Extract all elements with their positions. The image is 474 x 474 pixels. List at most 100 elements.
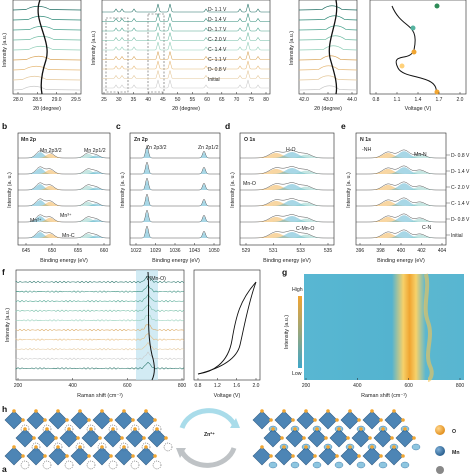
x-tick-label: 535 xyxy=(324,248,333,254)
oxygen-atom xyxy=(109,454,113,458)
x-tick-label: 28.5 xyxy=(32,97,42,103)
x-tick-label: 531 xyxy=(269,248,278,254)
xps-spectrum xyxy=(18,166,110,175)
vacancy-site xyxy=(20,424,30,434)
fit-component xyxy=(198,200,210,206)
diffraction-curve xyxy=(12,75,82,81)
oxygen-atom xyxy=(109,418,113,422)
fit-component xyxy=(249,216,303,222)
diffraction-curve xyxy=(298,85,358,91)
diffraction-curve xyxy=(298,75,358,81)
diffraction-curve xyxy=(12,35,82,41)
fit-component xyxy=(23,200,56,206)
panel-top-3: 42.0 43.0 44.0 2θ (degree) Intensity (a.u.… xyxy=(289,0,358,112)
x-axis-label: Raman shift (cm⁻¹) xyxy=(77,393,123,399)
oxygen-atom xyxy=(412,436,416,440)
oxygen-atom xyxy=(56,409,60,413)
mn-octahedron xyxy=(103,428,123,448)
vacancy-site xyxy=(64,460,74,470)
fit-component xyxy=(265,168,319,174)
zn-ion xyxy=(378,461,388,469)
oxygen-atom xyxy=(260,445,264,449)
x-axis-label: Binding energy (eV) xyxy=(263,258,311,264)
oxygen-atom xyxy=(368,436,372,440)
fit-component xyxy=(249,232,303,238)
oxygen-atom xyxy=(392,409,396,413)
xps-spectrum xyxy=(356,149,446,159)
x-tick-label: 0.8 xyxy=(373,97,380,103)
oxygen-atom xyxy=(379,454,383,458)
scheme-legend: O Mn xyxy=(435,425,460,474)
fit-component xyxy=(141,211,153,222)
oxygen-atom xyxy=(357,454,361,458)
zn-ion xyxy=(356,461,366,469)
fit-component xyxy=(81,171,111,174)
legend-entry: C- 1.4 V xyxy=(208,47,227,53)
legend-entry: C- 2.0 V xyxy=(208,37,227,43)
xps-panel-zn: Zn 2p Zn 2p3/2 Zn 2p1/2 1022 1029 1036 1043… xyxy=(129,132,221,254)
highlight-box xyxy=(105,17,129,93)
zn-ion xyxy=(400,461,410,469)
raman-spectrum xyxy=(15,324,185,332)
oxygen-atom xyxy=(153,418,157,422)
colorbar-high-label: High xyxy=(292,287,303,293)
fit-component xyxy=(398,218,441,222)
vacancy-site xyxy=(42,424,52,434)
y-axis-label: Intensity (a. u.) xyxy=(120,172,126,208)
fit-component xyxy=(398,170,441,174)
peak-annotation: V(Mn-O) xyxy=(146,276,166,282)
oxygen-atom xyxy=(144,409,148,413)
mn-octahedron xyxy=(340,446,360,466)
panel-letter-d: d xyxy=(225,121,230,131)
oxygen-atom xyxy=(153,454,157,458)
x-tick-label: 1050 xyxy=(208,248,219,254)
oxygen-atom xyxy=(302,436,306,440)
x-tick-label: 1043 xyxy=(189,248,200,254)
peak-tag: Mn-C xyxy=(62,233,75,239)
fit-component xyxy=(282,170,329,174)
mn-octahedron xyxy=(15,428,35,448)
mn-octahedron xyxy=(384,410,404,430)
vacancy-site xyxy=(20,460,30,470)
diffraction-curve xyxy=(102,22,270,32)
mn-octahedron xyxy=(48,446,68,466)
x-tick-label: 400 xyxy=(68,383,77,389)
oxygen-atom xyxy=(54,436,58,440)
x-tick-label: 29.0 xyxy=(52,97,62,103)
oxygen-atom xyxy=(291,418,295,422)
legend-entry: D- 0.8 V xyxy=(208,67,227,73)
x-tick-label: 200 xyxy=(302,383,311,389)
peak-label: Zn 2p3/2 xyxy=(146,145,167,151)
panel-letter-a: a xyxy=(2,464,7,474)
xps-spectrum xyxy=(130,145,220,159)
x-tick-label: 800 xyxy=(456,383,465,389)
fit-component xyxy=(380,183,427,190)
xps-panel-n: N 1s -NH Mn-N C-N 396 398 400 402 404 D- 0.8… xyxy=(355,132,470,254)
diffraction-curve xyxy=(102,51,270,60)
panel-letter-g: g xyxy=(282,267,287,277)
fit-component xyxy=(198,184,210,190)
xps-panel-mn: Mn 2p Mn 2p3/2 Mn 2p1/2 Mn³⁺ Mn²⁺ Mn-C 6… xyxy=(17,132,111,254)
mn-octahedron xyxy=(4,410,24,430)
vacancy-site xyxy=(42,460,52,470)
data-point xyxy=(411,49,417,55)
mn-octahedron xyxy=(26,410,46,430)
x-tick-label: 60 xyxy=(204,97,210,103)
mn-octahedron xyxy=(351,428,371,448)
x-tick-label: 1029 xyxy=(150,248,161,254)
vacancy-site xyxy=(75,442,85,452)
x-tick-label: 660 xyxy=(100,248,109,254)
x-tick-label: 1036 xyxy=(169,248,180,254)
vacancy-site xyxy=(119,442,129,452)
x-tick-label: 402 xyxy=(417,248,426,254)
vacancy-site xyxy=(108,424,118,434)
fit-component xyxy=(398,234,441,238)
x-axis-label: 2θ (degree) xyxy=(33,106,61,112)
legend-entry: D- 1.1 V xyxy=(208,7,227,13)
fit-component xyxy=(282,218,329,222)
fit-component xyxy=(33,185,66,190)
fit-component xyxy=(398,202,441,206)
oxygen-atom xyxy=(348,445,352,449)
oxygen-atom xyxy=(89,427,93,431)
diffraction-curve xyxy=(298,35,358,41)
